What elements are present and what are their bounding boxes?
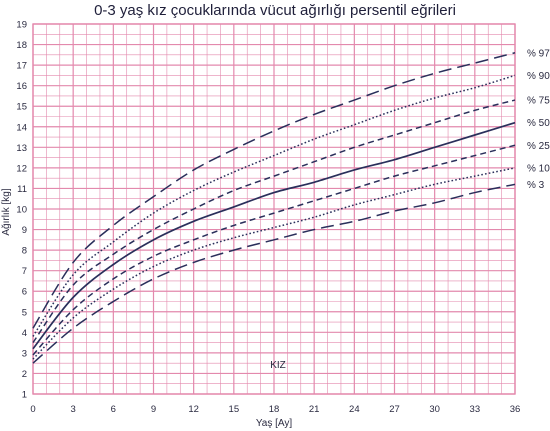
series-labels: % 97 % 90 % 75 % 50 % 25 % 10 % 3 bbox=[527, 48, 550, 191]
x-tick-label: 36 bbox=[510, 404, 521, 415]
y-tick-label: 4 bbox=[22, 328, 27, 339]
y-tick-label: 1 bbox=[22, 390, 27, 401]
percentile-curve-p50 bbox=[32, 121, 516, 350]
y-tick-label: 7 bbox=[22, 266, 27, 277]
series-label-p75: % 75 bbox=[527, 96, 550, 107]
y-tick-label: 8 bbox=[22, 246, 27, 257]
series-label-p97: % 97 bbox=[527, 48, 550, 59]
y-tick-label: 6 bbox=[22, 287, 27, 298]
series-label-p10: % 10 bbox=[527, 163, 550, 174]
y-tick-label: 14 bbox=[16, 122, 27, 133]
x-tick-label: 6 bbox=[111, 404, 116, 415]
y-tick-label: 3 bbox=[22, 348, 27, 359]
y-tick-label: 13 bbox=[16, 143, 27, 154]
plot-border bbox=[32, 23, 516, 395]
percentile-curves bbox=[32, 52, 516, 364]
tick-labels: 0 3 6 9 12 15 18 21 24 27 30 33 36123456789101112131… bbox=[16, 20, 520, 416]
grid bbox=[32, 23, 516, 395]
y-axis-label: Ağırlık [kg] bbox=[1, 188, 12, 235]
y-tick-label: 12 bbox=[16, 163, 27, 174]
x-tick-label: 9 bbox=[151, 404, 156, 415]
y-tick-label: 19 bbox=[16, 20, 27, 31]
x-tick-label: 3 bbox=[71, 404, 76, 415]
percentile-curve-p90 bbox=[32, 74, 516, 337]
x-tick-label: 0 bbox=[30, 404, 35, 415]
x-tick-label: 18 bbox=[269, 404, 280, 415]
x-tick-label: 24 bbox=[349, 404, 360, 415]
x-tick-label: 33 bbox=[470, 404, 481, 415]
x-tick-label: 12 bbox=[188, 404, 199, 415]
series-label-p50: % 50 bbox=[527, 118, 550, 129]
y-tick-label: 11 bbox=[17, 184, 27, 195]
series-label-p90: % 90 bbox=[527, 71, 550, 82]
percentile-curve-p10 bbox=[32, 167, 516, 360]
y-tick-label: 5 bbox=[22, 307, 27, 318]
x-tick-label: 21 bbox=[309, 404, 320, 415]
y-tick-label: 9 bbox=[22, 225, 27, 236]
y-tick-label: 17 bbox=[16, 61, 27, 72]
y-tick-label: 10 bbox=[16, 205, 27, 216]
percentile-curve-p25 bbox=[32, 144, 516, 356]
x-tick-label: 30 bbox=[429, 404, 440, 415]
y-tick-label: 15 bbox=[16, 102, 27, 113]
series-label-p3: % 3 bbox=[527, 180, 545, 191]
chart-title: 0-3 yaş kız çocuklarında vücut ağırlığı … bbox=[94, 2, 456, 19]
y-tick-label: 16 bbox=[16, 81, 27, 92]
percentile-curve-p3 bbox=[32, 183, 516, 364]
percentile-curve-p75 bbox=[32, 99, 516, 344]
y-tick-label: 2 bbox=[22, 369, 27, 380]
x-tick-label: 15 bbox=[229, 404, 240, 415]
x-axis-label: Yaş [Ay] bbox=[256, 418, 293, 429]
gender-annotation: KIZ bbox=[270, 360, 286, 371]
x-tick-label: 27 bbox=[389, 404, 400, 415]
series-label-p25: % 25 bbox=[527, 141, 550, 152]
y-tick-label: 18 bbox=[16, 40, 27, 51]
